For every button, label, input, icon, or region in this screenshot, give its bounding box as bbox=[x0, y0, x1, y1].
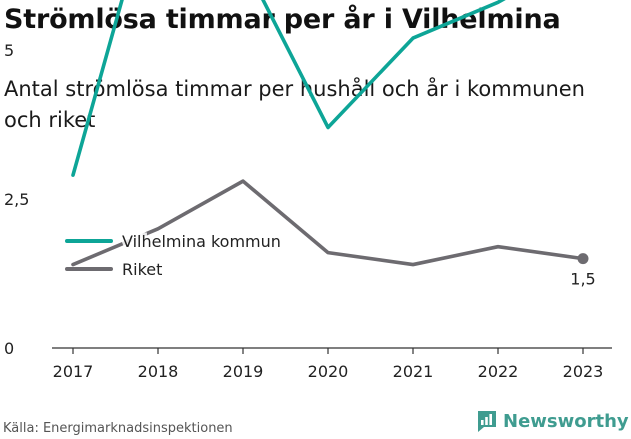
x-tick-label: 2022 bbox=[478, 362, 519, 381]
legend-label: Riket bbox=[122, 260, 162, 279]
chart-title: Strömlösa timmar per år i Vilhelmina bbox=[4, 4, 561, 35]
x-tick-label: 2021 bbox=[393, 362, 434, 381]
y-tick-label: 0 bbox=[4, 339, 14, 358]
brand-logo: Newsworthy bbox=[476, 409, 629, 433]
y-tick-label: 2,5 bbox=[4, 190, 29, 209]
series-line-riket bbox=[71, 179, 585, 267]
x-tick-label: 2017 bbox=[53, 362, 94, 381]
x-tick-label: 2020 bbox=[308, 362, 349, 381]
end-value-label: 1,5 bbox=[570, 270, 595, 289]
series-line-vilhelmina bbox=[71, 0, 506, 177]
x-tick-label: 2023 bbox=[563, 362, 604, 381]
brand-name: Newsworthy bbox=[503, 410, 629, 432]
newsworthy-logo-icon bbox=[478, 411, 496, 432]
source-note: Källa: Energimarknadsinspektionen bbox=[3, 421, 233, 436]
series-endpoint-riket bbox=[577, 253, 589, 265]
y-tick-label: 5 bbox=[4, 41, 14, 60]
legend-label: Vilhelmina kommun bbox=[122, 232, 281, 251]
x-tick-label: 2018 bbox=[138, 362, 179, 381]
x-tick-label: 2019 bbox=[223, 362, 264, 381]
